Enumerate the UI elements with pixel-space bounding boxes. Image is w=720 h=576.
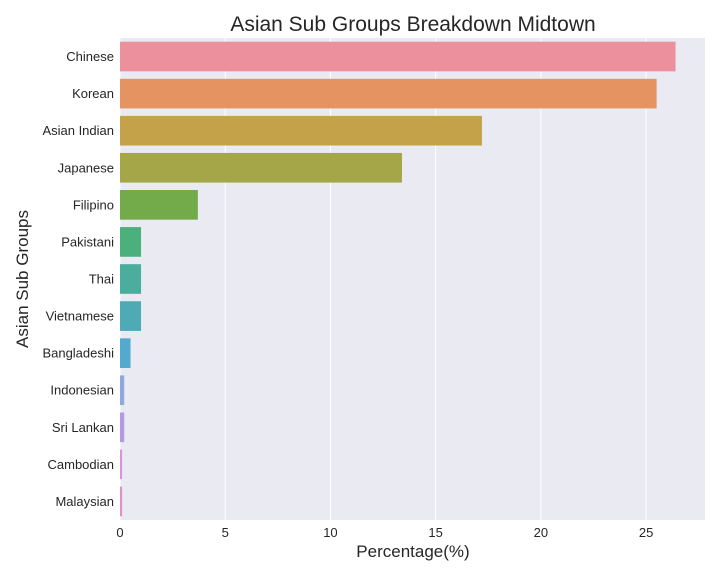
y-tick-label: Indonesian: [50, 383, 114, 398]
bars: [120, 41, 676, 517]
bar-malaysian: [120, 486, 123, 517]
x-axis-title: Percentage(%): [356, 542, 469, 561]
y-tick-label: Vietnamese: [46, 309, 114, 324]
y-tick-label: Pakistani: [61, 234, 114, 249]
bar-vietnamese: [120, 301, 142, 331]
y-tick-label: Chinese: [66, 49, 114, 64]
bar-cambodian: [120, 449, 123, 480]
y-tick-label: Asian Indian: [42, 123, 114, 138]
y-tick-label: Thai: [89, 272, 114, 287]
x-tick-label: 20: [534, 525, 548, 540]
x-tick-label: 15: [428, 525, 442, 540]
y-tick-label: Sri Lankan: [52, 420, 114, 435]
chart-title: Asian Sub Groups Breakdown Midtown: [230, 13, 595, 36]
bar-filipino: [120, 190, 198, 220]
y-axis-title: Asian Sub Groups: [13, 210, 32, 348]
bar-japanese: [120, 152, 402, 183]
y-tick-label: Korean: [72, 86, 114, 101]
y-tick-label: Filipino: [73, 197, 114, 212]
x-tick-labels: 0 5 10 15 20 25: [116, 525, 653, 540]
bar-indonesian: [120, 375, 125, 406]
x-tick-label: 25: [639, 525, 653, 540]
bar-korean: [120, 78, 657, 109]
y-tick-label: Malaysian: [55, 494, 114, 509]
y-tick-labels: Chinese Korean Asian Indian Japanese Filipin…: [42, 49, 114, 509]
plot-area: [120, 38, 705, 520]
bar-chinese: [120, 41, 676, 72]
y-tick-label: Cambodian: [48, 457, 115, 472]
bar-pakistani: [120, 227, 142, 257]
y-tick-label: Bangladeshi: [42, 346, 114, 361]
bar-thai: [120, 264, 142, 294]
y-tick-label: Japanese: [58, 160, 114, 175]
x-tick-label: 10: [323, 525, 337, 540]
x-tick-label: 0: [116, 525, 123, 540]
bar-sri-lankan: [120, 412, 125, 443]
bar-bangladeshi: [120, 338, 131, 368]
bar-asian-indian: [120, 115, 482, 146]
x-tick-label: 5: [222, 525, 229, 540]
